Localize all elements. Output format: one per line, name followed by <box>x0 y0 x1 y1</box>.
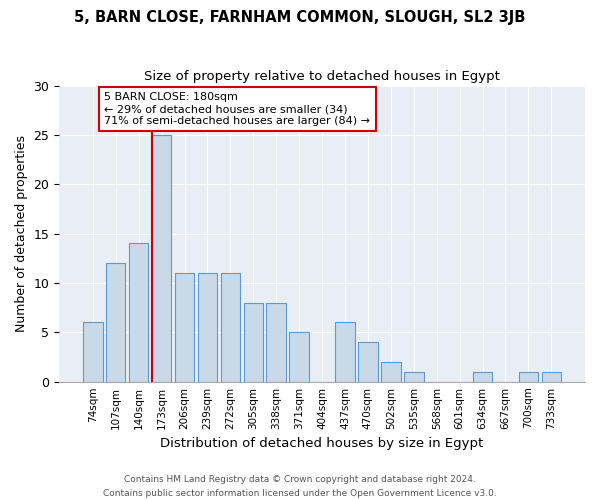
Bar <box>83 322 103 382</box>
Title: Size of property relative to detached houses in Egypt: Size of property relative to detached ho… <box>144 70 500 83</box>
Bar <box>473 372 493 382</box>
Bar <box>106 263 125 382</box>
Bar <box>542 372 561 382</box>
X-axis label: Distribution of detached houses by size in Egypt: Distribution of detached houses by size … <box>160 437 484 450</box>
Y-axis label: Number of detached properties: Number of detached properties <box>15 135 28 332</box>
Bar <box>129 244 148 382</box>
Text: 5, BARN CLOSE, FARNHAM COMMON, SLOUGH, SL2 3JB: 5, BARN CLOSE, FARNHAM COMMON, SLOUGH, S… <box>74 10 526 25</box>
Bar <box>518 372 538 382</box>
Bar <box>175 273 194 382</box>
Bar <box>381 362 401 382</box>
Bar <box>266 302 286 382</box>
Bar <box>404 372 424 382</box>
Bar <box>221 273 240 382</box>
Bar <box>289 332 309 382</box>
Bar <box>197 273 217 382</box>
Text: 5 BARN CLOSE: 180sqm
← 29% of detached houses are smaller (34)
71% of semi-detac: 5 BARN CLOSE: 180sqm ← 29% of detached h… <box>104 92 370 126</box>
Bar <box>152 135 172 382</box>
Bar <box>358 342 377 382</box>
Bar <box>244 302 263 382</box>
Bar <box>335 322 355 382</box>
Text: Contains HM Land Registry data © Crown copyright and database right 2024.
Contai: Contains HM Land Registry data © Crown c… <box>103 476 497 498</box>
